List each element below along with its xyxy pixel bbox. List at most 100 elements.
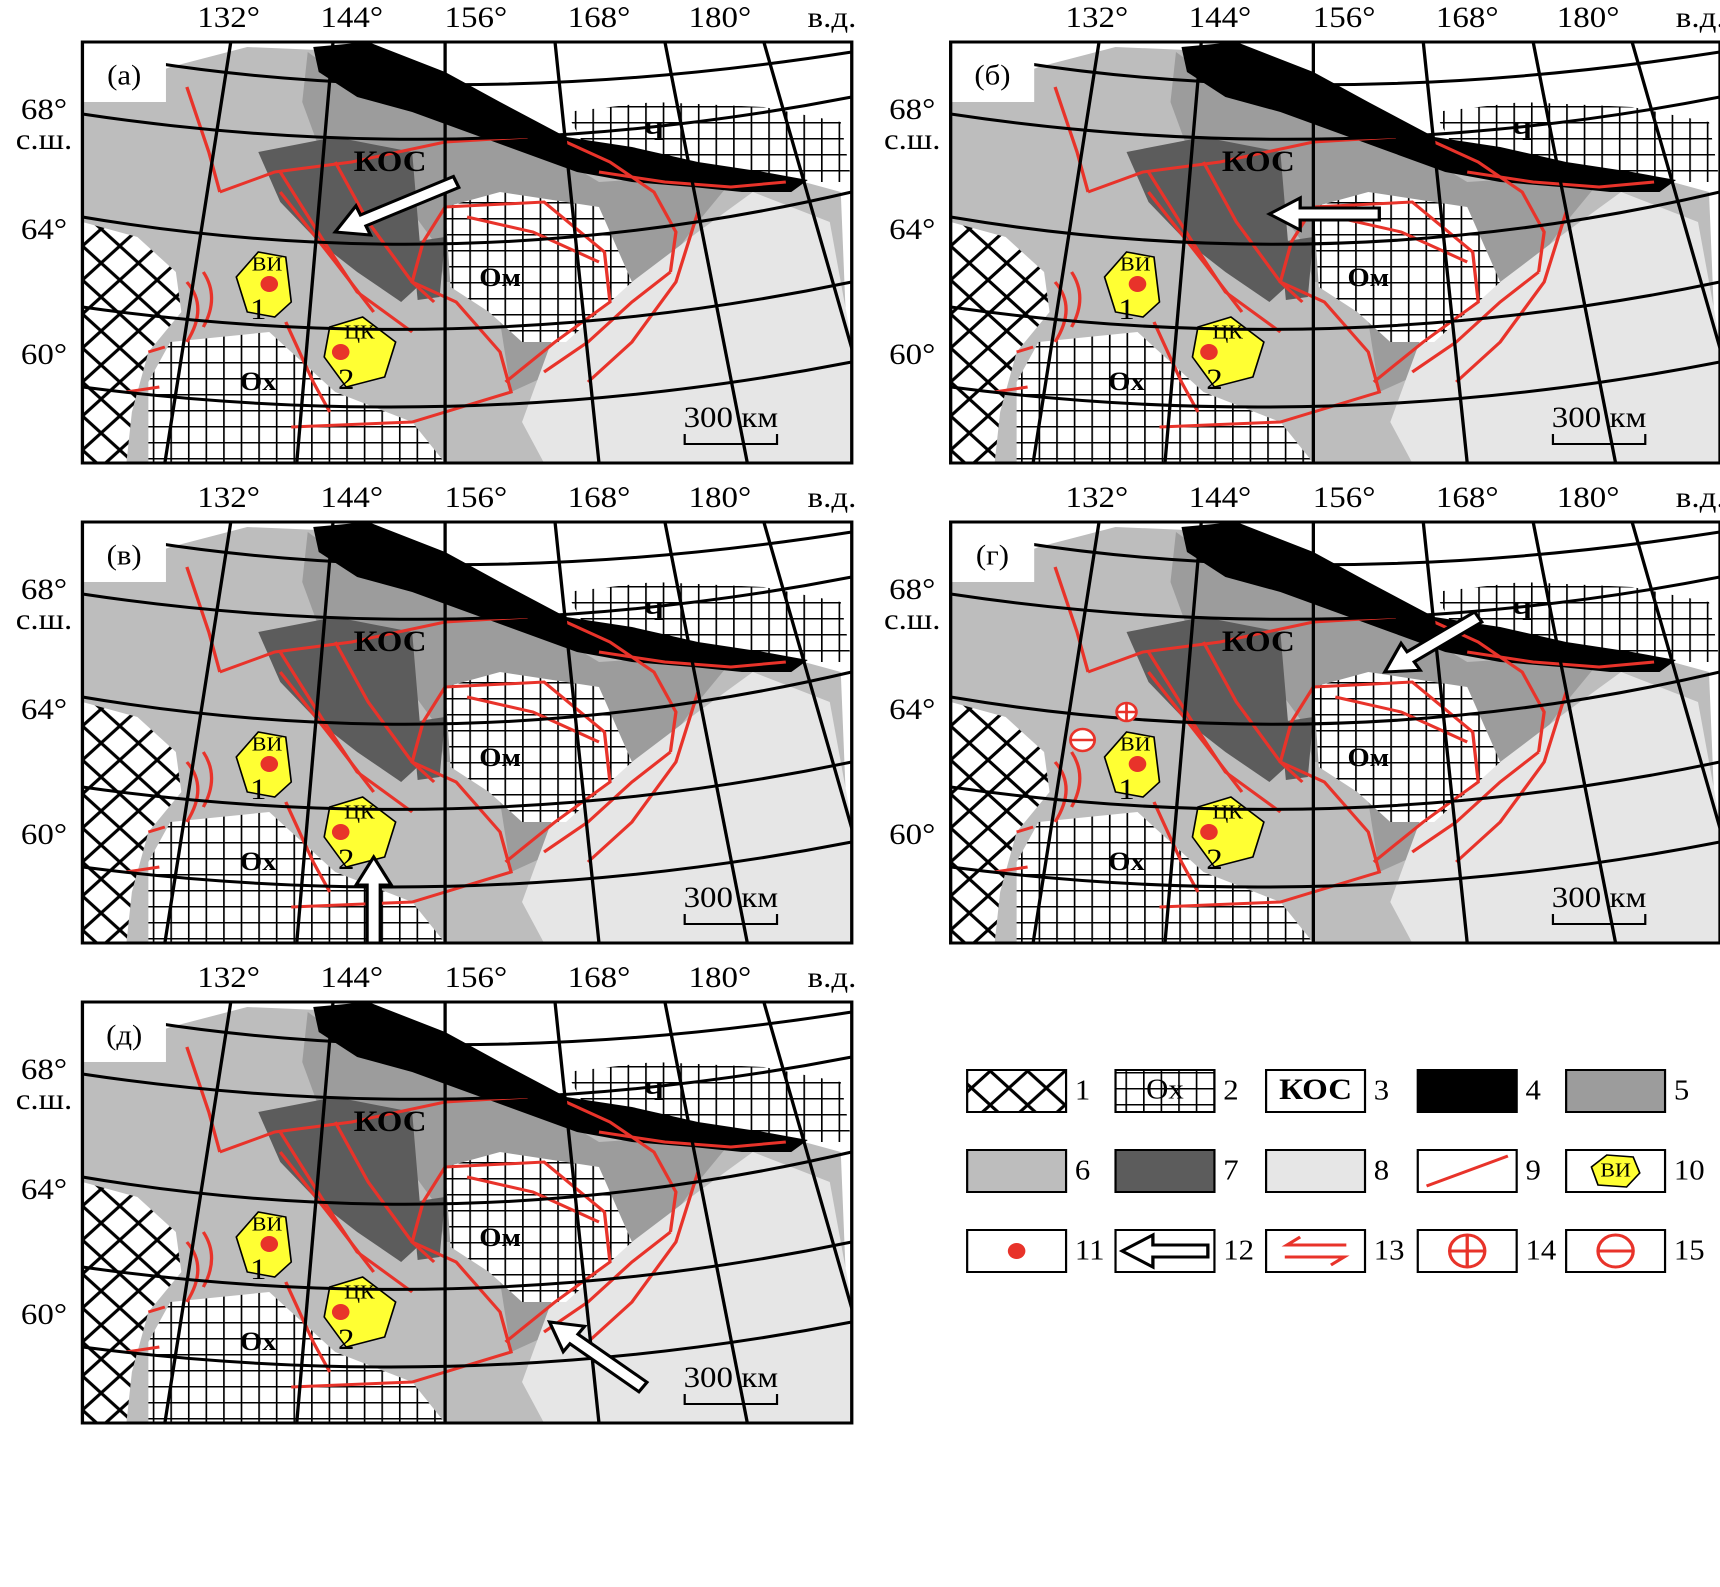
legend-number: 14 xyxy=(1525,1236,1556,1266)
region-label: Ч xyxy=(1512,117,1533,146)
longitude-label: 156° xyxy=(445,0,508,33)
legend-swatch xyxy=(1565,1069,1667,1113)
longitude-label: 168° xyxy=(568,480,631,513)
pluton-label: ВИ xyxy=(1120,253,1151,276)
scale-label: 300 км xyxy=(1552,880,1647,913)
longitude-label: 132° xyxy=(197,960,260,993)
legend-arrow xyxy=(1118,1232,1210,1270)
legend-shear-top xyxy=(1281,1235,1347,1247)
map-panel: 132° 144° 156° 168° 180° в.д. 68°с.ш. 64° 60° (б)… xyxy=(884,0,1720,463)
pluton-number: 1 xyxy=(1118,772,1134,805)
longitude-label: 144° xyxy=(320,0,383,33)
region-label: Ом xyxy=(1347,263,1389,292)
scale-label: 300 км xyxy=(684,1360,779,1393)
longitude-label: в.д. xyxy=(808,480,857,513)
latitude-label: 64° xyxy=(889,692,935,725)
region-label: КОС xyxy=(354,1104,427,1137)
panel-label: (б) xyxy=(974,61,1010,91)
region-label: КОС xyxy=(354,144,427,177)
pluton-number: 2 xyxy=(338,362,354,395)
longitude-label: 144° xyxy=(320,480,383,513)
region-label: Ох xyxy=(240,1327,277,1356)
legend-number: 7 xyxy=(1223,1156,1238,1186)
legend-swatch xyxy=(1114,1149,1216,1193)
legend-number: 6 xyxy=(1075,1156,1090,1186)
pluton-label: ЦК xyxy=(1212,321,1244,344)
legend-swatch xyxy=(1264,1069,1367,1113)
latitude-label: 64° xyxy=(889,212,935,245)
longitude-label: 180° xyxy=(1557,0,1620,33)
motion-arrow xyxy=(1382,609,1485,674)
latitude-label: 64° xyxy=(21,1172,67,1205)
latitude-label: с.ш. xyxy=(16,1082,73,1115)
legend-number: 12 xyxy=(1223,1236,1254,1266)
region-label: Ох xyxy=(240,367,277,396)
longitude-label: 168° xyxy=(1436,0,1499,33)
legend-number: 10 xyxy=(1674,1156,1705,1186)
latitude-label: 60° xyxy=(889,817,935,850)
pluton-number: 2 xyxy=(1206,362,1222,395)
longitude-label: 180° xyxy=(689,0,752,33)
longitude-label: 144° xyxy=(1189,0,1252,33)
pluton-number: 1 xyxy=(250,772,266,805)
pluton-label: ЦК xyxy=(1212,801,1244,824)
region-label: КОС xyxy=(1222,624,1295,657)
region-label: Ч xyxy=(643,597,664,626)
legend-swatch xyxy=(966,1229,1068,1273)
legend-number: 13 xyxy=(1374,1236,1405,1266)
pluton-label: ЦК xyxy=(344,321,376,344)
region-label: Ч xyxy=(643,1077,664,1106)
pluton-number: 2 xyxy=(338,842,354,875)
longitude-label: 132° xyxy=(1066,0,1129,33)
longitude-label: в.д. xyxy=(1676,480,1720,513)
pluton-number: 1 xyxy=(250,1252,266,1285)
legend-number: 5 xyxy=(1674,1076,1689,1106)
pluton-number: 2 xyxy=(1206,842,1222,875)
region-label: КОС xyxy=(354,624,427,657)
longitude-label: 180° xyxy=(689,480,752,513)
legend-sign-mark xyxy=(1449,1235,1485,1267)
pluton-number: 1 xyxy=(250,292,266,325)
legend-shear-bottom xyxy=(1284,1255,1350,1267)
longitude-label: 144° xyxy=(320,960,383,993)
legend-number: 8 xyxy=(1374,1156,1389,1186)
longitude-label: 156° xyxy=(445,480,508,513)
legend-swatch xyxy=(966,1149,1068,1193)
legend-swatch xyxy=(1416,1069,1518,1113)
panel-label: (д) xyxy=(106,1021,142,1051)
legend-number: 2 xyxy=(1223,1076,1238,1106)
motion-arrow xyxy=(353,853,395,945)
region-label: Ом xyxy=(479,743,521,772)
longitude-label: 156° xyxy=(445,960,508,993)
scale-label: 300 км xyxy=(684,880,779,913)
region-label: Ом xyxy=(1347,743,1389,772)
longitude-label: в.д. xyxy=(808,0,857,33)
legend-number: 9 xyxy=(1525,1156,1540,1186)
motion-arrow xyxy=(1266,195,1381,233)
panel-label: (в) xyxy=(107,541,142,571)
legend-number: 1 xyxy=(1075,1076,1090,1106)
scale-label: 300 км xyxy=(1552,400,1647,433)
pluton-label: ВИ xyxy=(1120,733,1151,756)
legend-swatch xyxy=(1264,1149,1367,1193)
legend-pluton xyxy=(1590,1154,1641,1188)
latitude-label: 68° xyxy=(21,1052,67,1085)
longitude-label: 168° xyxy=(568,960,631,993)
latitude-label: 64° xyxy=(21,692,67,725)
latitude-label: с.ш. xyxy=(16,122,73,155)
longitude-label: 156° xyxy=(1313,0,1376,33)
region-label: Ом xyxy=(479,263,521,292)
latitude-label: 68° xyxy=(889,92,935,125)
legend-number: 15 xyxy=(1674,1236,1705,1266)
pluton-label: ЦК xyxy=(344,801,376,824)
map-panel: 132° 144° 156° 168° 180° в.д. 68°с.ш. 64° 60° (в)… xyxy=(16,480,885,943)
longitude-label: 132° xyxy=(197,0,260,33)
map-panel: 132° 144° 156° 168° 180° в.д. 68°с.ш. 64° 60° (д)… xyxy=(16,960,885,1423)
legend-swatch-label: Ох xyxy=(1146,1075,1184,1105)
map-panel: 132° 144° 156° 168° 180° в.д. 68°с.ш. 64° 60° (г)… xyxy=(884,480,1720,943)
latitude-label: 60° xyxy=(21,817,67,850)
pluton-label: ВИ xyxy=(252,253,283,276)
longitude-label: 180° xyxy=(1557,480,1620,513)
pluton-label: ЦК xyxy=(344,1281,376,1304)
